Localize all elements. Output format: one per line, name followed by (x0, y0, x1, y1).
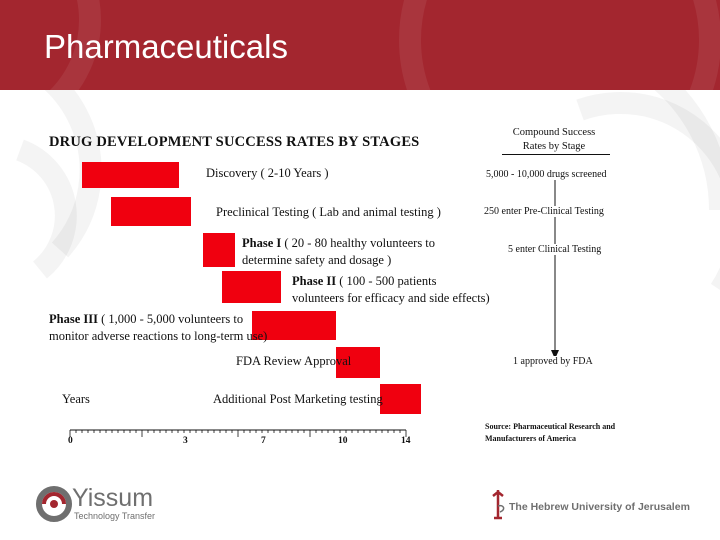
stage-label-phase-1: Phase I ( 20 - 80 healthy volunteers to … (242, 236, 436, 267)
tick-label-10: 10 (338, 436, 348, 446)
step-preclinical: 250 enter Pre-Clinical Testing (484, 206, 604, 217)
stage-label-phase-2: Phase II ( 100 - 500 patients volunteers… (292, 274, 490, 305)
stage-bar-fda-review (336, 347, 380, 378)
slide-title: Pharmaceuticals (44, 28, 288, 65)
tick-label-3: 3 (183, 436, 188, 446)
tick-label-0: 0 (68, 436, 73, 446)
stage-bar-phase-1 (203, 233, 235, 267)
hebrew-university-emblem-icon (492, 490, 505, 520)
yissum-logo-icon (36, 486, 72, 522)
yissum-subtitle: Technology Transfer (74, 511, 156, 521)
step-screened: 5,000 - 10,000 drugs screened (486, 169, 607, 180)
stage-label-phase-3: Phase III ( 1,000 - 5,000 volunteers to … (49, 312, 268, 343)
yissum-logo-text: Yissum (72, 484, 154, 512)
background-swirl-icon (15, 90, 720, 290)
source-note: Source: Pharmaceutical Research and Manu… (485, 422, 616, 443)
stage-label-preclinical: Preclinical Testing ( Lab and animal tes… (216, 205, 441, 219)
success-rates-heading: Compound Success Rates by Stage (512, 127, 596, 152)
stage-bar-phase-2 (222, 271, 281, 303)
axis-title-years: Years (62, 392, 90, 406)
title-bar: Pharmaceuticals (0, 0, 720, 90)
hebrew-university-name: The Hebrew University of Jerusalem (509, 501, 690, 513)
year-axis (69, 429, 407, 437)
stage-bar-preclinical (111, 197, 191, 226)
tick-label-14: 14 (401, 436, 411, 446)
heading-underline (502, 154, 610, 155)
axis-minor-ticks (69, 430, 407, 437)
stage-bar-post-marketing (379, 384, 421, 414)
diagram-title: DRUG DEVELOPMENT SUCCESS RATES BY STAGES (49, 134, 420, 150)
stage-bar-phase-3 (251, 311, 337, 340)
stage-label-post-marketing: Additional Post Marketing testing (213, 392, 383, 406)
step-clinical: 5 enter Clinical Testing (508, 244, 602, 255)
stage-label-discovery: Discovery ( 2-10 Years ) (206, 166, 329, 180)
stage-label-fda-review: FDA Review Approval (236, 354, 352, 368)
stage-bar-discovery (82, 162, 179, 188)
swirl-decoration-icon (49, 0, 720, 90)
step-approved: 1 approved by FDA (513, 356, 593, 367)
tick-label-7: 7 (261, 436, 266, 446)
